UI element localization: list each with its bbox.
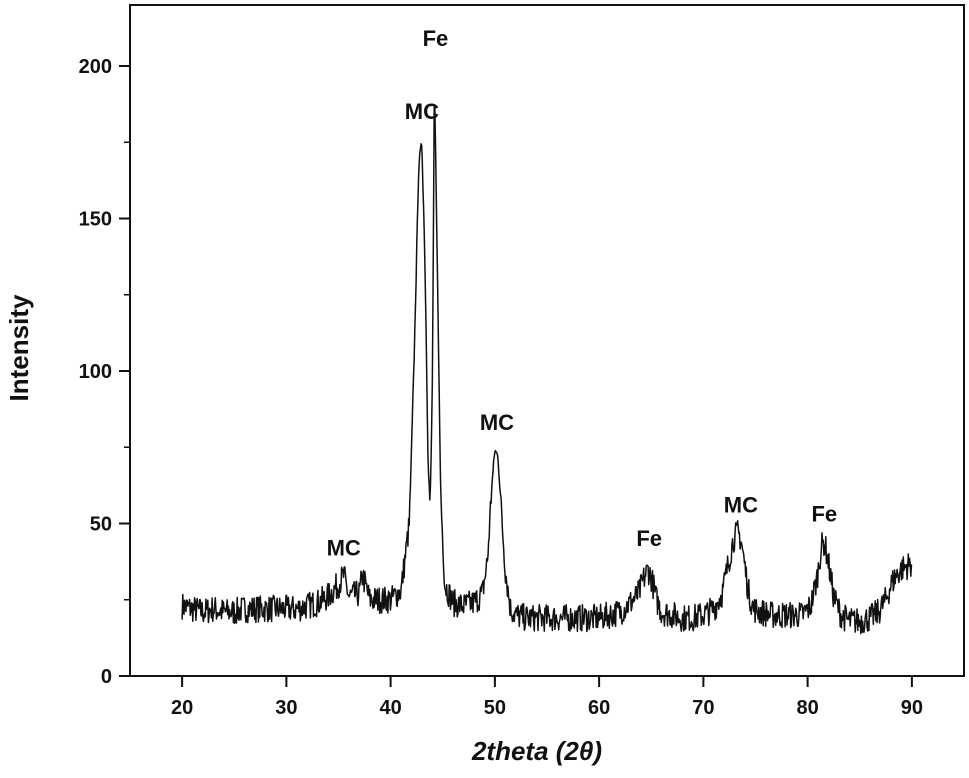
peak-label: Fe [636,526,662,551]
y-tick-label: 50 [90,514,112,536]
data-series [181,104,913,635]
peak-label: MC [724,493,758,518]
peak-label: MC [327,535,361,560]
peak-label: Fe [811,502,837,527]
peak-label: Fe [423,26,449,51]
series-line [181,104,913,635]
y-tick-label: 200 [79,56,112,78]
plot-frame [129,4,965,677]
x-tick-label: 20 [171,697,193,719]
peak-label: MC [405,99,439,124]
x-tick-label: 60 [588,697,610,719]
x-tick-label: 50 [484,697,506,719]
y-tick-label: 100 [79,361,112,383]
x-tick-label: 90 [901,697,923,719]
x-tick-label: 70 [692,697,714,719]
peak-annotations: MC MC Fe MC Fe MC Fe [327,26,838,560]
ticks: 20 30 40 50 60 70 80 90 0 50 100 150 200 [79,56,923,719]
y-tick-label: 0 [101,666,112,688]
y-axis-title: Intensity [4,294,34,401]
x-axis-title: 2theta (2θ) [471,736,602,766]
axes [129,4,965,677]
x-tick-label: 80 [797,697,819,719]
y-tick-label: 150 [79,209,112,231]
x-tick-label: 40 [380,697,402,719]
peak-label: MC [480,410,514,435]
x-tick-label: 30 [275,697,297,719]
